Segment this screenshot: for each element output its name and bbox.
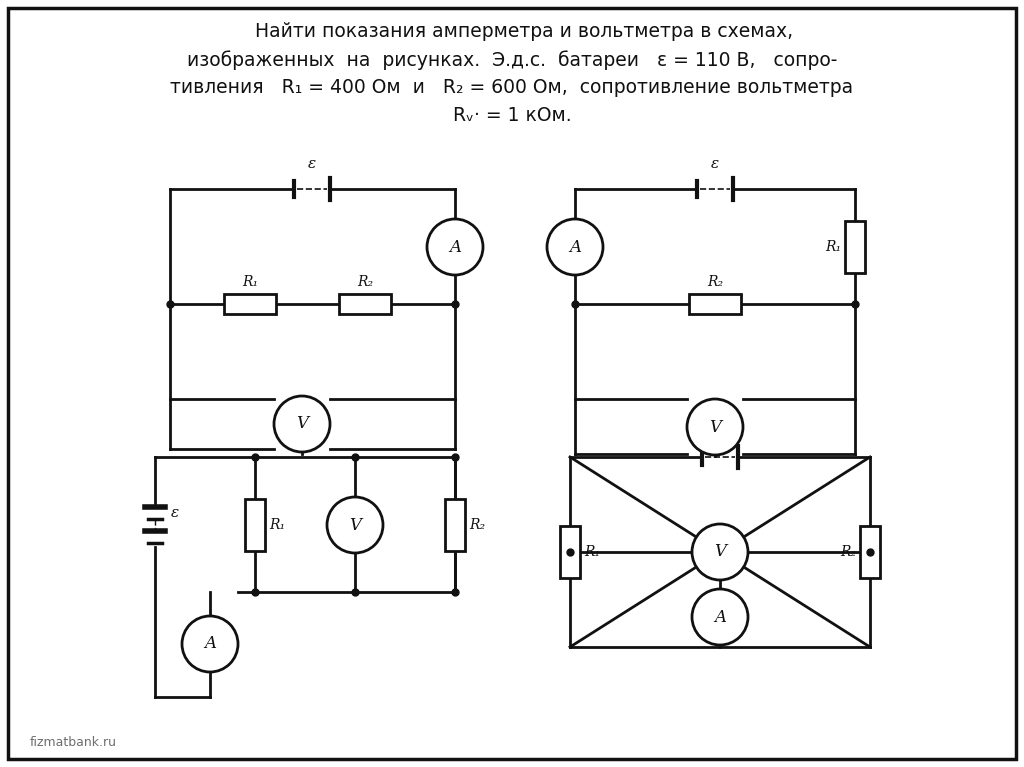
Text: ε: ε <box>716 425 724 439</box>
Bar <box>445 499 465 551</box>
Text: ε: ε <box>171 506 179 520</box>
Text: R₂: R₂ <box>357 275 373 289</box>
Text: тивления   R₁ = 400 Ом  и   R₂ = 600 Ом,  сопротивление вольтметра: тивления R₁ = 400 Ом и R₂ = 600 Ом, сопр… <box>170 78 854 97</box>
Text: R₁: R₁ <box>269 518 285 532</box>
Text: R₂: R₂ <box>707 275 723 289</box>
Text: R₂: R₂ <box>469 518 485 532</box>
Circle shape <box>692 589 748 645</box>
Text: A: A <box>204 636 216 653</box>
Text: ε: ε <box>308 157 316 171</box>
Text: A: A <box>714 608 726 626</box>
Circle shape <box>182 616 238 672</box>
Text: Rᵥ· = 1 кОм.: Rᵥ· = 1 кОм. <box>453 106 571 125</box>
Text: V: V <box>714 544 726 561</box>
Bar <box>339 294 391 314</box>
Text: ε: ε <box>711 157 719 171</box>
Circle shape <box>692 524 748 580</box>
Text: A: A <box>449 239 461 255</box>
Bar <box>245 499 265 551</box>
Text: V: V <box>349 516 361 534</box>
Circle shape <box>327 497 383 553</box>
Text: V: V <box>709 419 721 436</box>
Bar <box>860 526 880 578</box>
Circle shape <box>687 399 743 455</box>
Text: R₁: R₁ <box>825 240 841 254</box>
Bar <box>224 294 276 314</box>
Circle shape <box>547 219 603 275</box>
Circle shape <box>274 396 330 452</box>
Circle shape <box>427 219 483 275</box>
Text: изображенных  на  рисунках.  Э.д.с.  батареи   ε = 110 В,   сопро-: изображенных на рисунках. Э.д.с. батареи… <box>186 50 838 70</box>
Text: R₂: R₂ <box>840 545 856 559</box>
Text: fizmatbank.ru: fizmatbank.ru <box>30 736 117 749</box>
Text: V: V <box>296 416 308 433</box>
Bar <box>560 526 580 578</box>
Text: A: A <box>569 239 581 255</box>
Text: Найти показания амперметра и вольтметра в схемах,: Найти показания амперметра и вольтметра … <box>231 22 793 41</box>
Text: R₁: R₁ <box>242 275 258 289</box>
Bar <box>689 294 741 314</box>
Text: R₁: R₁ <box>584 545 600 559</box>
Bar <box>845 221 865 273</box>
